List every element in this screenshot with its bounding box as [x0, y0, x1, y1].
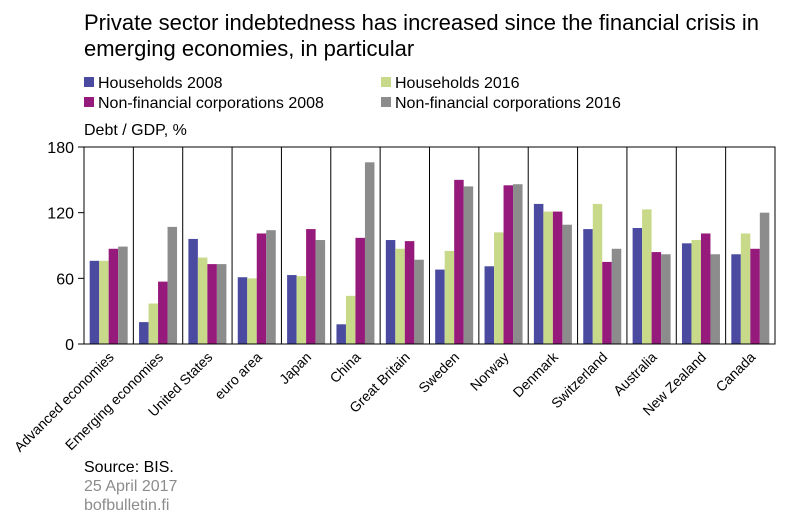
bar — [592, 203, 603, 344]
y-tick-label: 60 — [56, 271, 74, 288]
bar — [583, 229, 593, 344]
bar — [484, 266, 495, 344]
legend-swatch-households-2016 — [381, 77, 391, 87]
bar — [256, 233, 267, 344]
bar — [395, 248, 405, 344]
legend-item-nfc-2016: Non-financial corporations 2016 — [381, 94, 621, 113]
legend-label-nfc-2008: Non-financial corporations 2008 — [98, 95, 324, 112]
bar — [642, 209, 652, 344]
x-category-label: euro area — [211, 349, 265, 403]
bar — [247, 278, 257, 344]
bar — [158, 281, 168, 344]
legend: Households 2008 Households 2016 Non-fina… — [84, 74, 784, 114]
bar — [364, 162, 375, 344]
bar — [731, 254, 741, 344]
bar — [710, 254, 720, 344]
bar — [494, 232, 504, 344]
bar — [385, 240, 396, 344]
bar — [562, 224, 572, 344]
bar — [552, 211, 563, 344]
bar — [197, 257, 208, 344]
bar — [661, 254, 671, 344]
bar — [345, 295, 356, 344]
x-category-label: Sweden — [415, 349, 462, 396]
legend-label-nfc-2016: Non-financial corporations 2016 — [395, 95, 621, 112]
source-note: Source: BIS. — [84, 459, 174, 476]
bar — [503, 185, 514, 344]
bar — [602, 261, 612, 344]
bar — [89, 260, 100, 344]
publication-date: 25 April 2017 — [84, 478, 178, 495]
bar — [750, 248, 760, 344]
bar — [99, 260, 109, 344]
bar — [533, 203, 544, 344]
bar — [355, 237, 365, 344]
bar — [700, 233, 711, 344]
bar — [632, 227, 643, 344]
bar — [454, 179, 464, 344]
legend-item-nfc-2008: Non-financial corporations 2008 — [84, 94, 324, 113]
legend-item-households-2008: Households 2008 — [84, 74, 223, 93]
bar — [287, 275, 297, 344]
bar — [148, 303, 159, 344]
bar — [167, 226, 178, 344]
bar — [139, 322, 149, 344]
x-category-label: China — [326, 349, 363, 386]
bar — [207, 264, 217, 344]
bar — [444, 250, 455, 344]
plot-area-frame — [83, 146, 776, 345]
y-axis-unit-label: Debt / GDP, % — [84, 122, 187, 139]
bar — [336, 324, 346, 344]
y-tick-label: 0 — [65, 337, 74, 354]
legend-label-households-2016: Households 2016 — [395, 75, 520, 92]
legend-swatch-nfc-2008 — [84, 97, 94, 107]
bar — [315, 240, 326, 344]
bar — [435, 269, 445, 344]
bar — [651, 252, 662, 344]
x-category-label: Norway — [467, 349, 512, 394]
bar — [296, 276, 307, 344]
x-category-label: Emerging economies — [62, 349, 166, 453]
bar — [266, 230, 276, 344]
x-category-label: Denmark — [510, 348, 562, 400]
site-name: bofbulletin.fi — [84, 497, 170, 514]
y-tick-label: 120 — [47, 206, 74, 223]
x-category-label: Japan — [276, 349, 314, 387]
bar — [108, 248, 119, 344]
bar — [414, 259, 424, 344]
bar — [216, 264, 227, 344]
x-category-label: Canada — [712, 349, 758, 395]
chart-title: Private sector indebtedness has increase… — [84, 10, 760, 61]
bar — [740, 233, 751, 344]
x-category-label: Australia — [610, 349, 660, 399]
legend-label-households-2008: Households 2008 — [98, 75, 223, 92]
legend-swatch-households-2008 — [84, 77, 94, 87]
bar — [611, 248, 622, 344]
bar — [237, 277, 248, 344]
bar — [118, 246, 128, 344]
legend-swatch-nfc-2016 — [381, 97, 391, 107]
bar — [681, 243, 692, 344]
bar — [404, 241, 415, 344]
bar — [543, 211, 553, 344]
bar — [759, 212, 770, 344]
bar — [691, 240, 701, 344]
bar — [306, 229, 316, 344]
bar — [513, 184, 523, 344]
bar — [188, 238, 198, 344]
bar — [463, 186, 474, 344]
y-tick-label: 180 — [47, 140, 74, 157]
legend-item-households-2016: Households 2016 — [381, 74, 520, 93]
